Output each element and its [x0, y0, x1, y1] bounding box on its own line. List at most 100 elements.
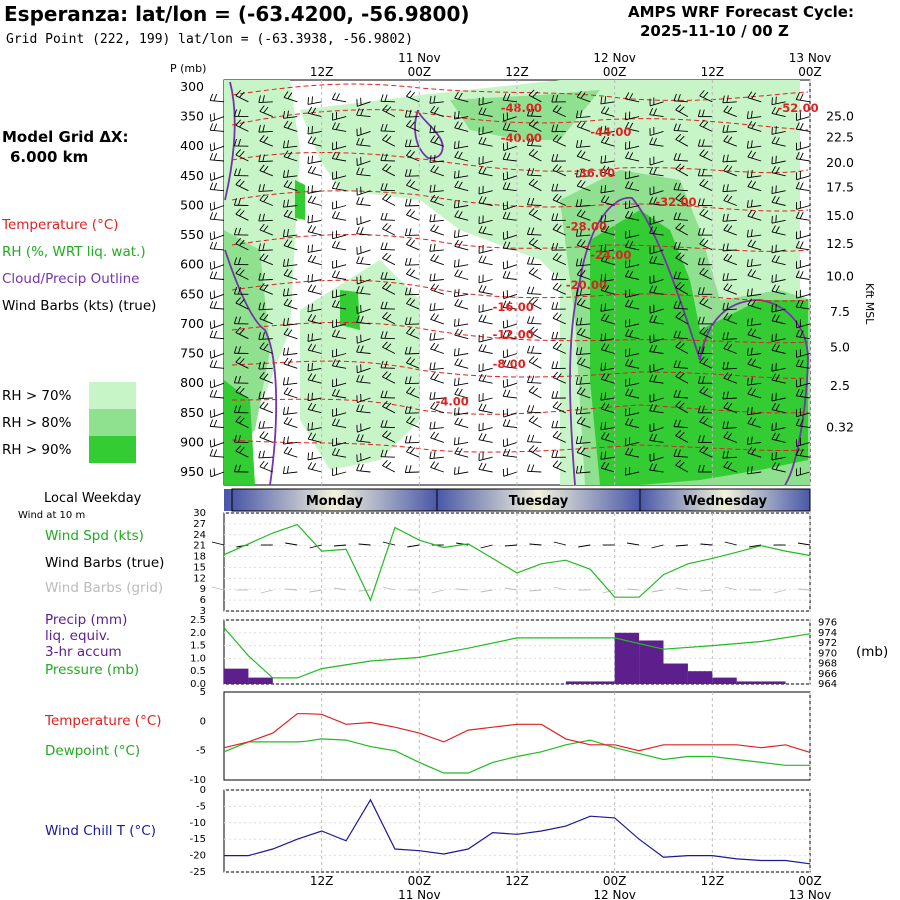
wind-barb-flag [528, 178, 535, 185]
wind-barb-flag [430, 402, 436, 409]
wind-barb-flag [282, 111, 285, 119]
wind-barb-flag [727, 255, 733, 262]
wind-barb-flag [502, 241, 507, 249]
wind-barb-flag [771, 334, 773, 342]
wind-tick-label: 24 [193, 530, 206, 541]
wind-barb-flag [701, 168, 705, 176]
wind-barb-flag [258, 302, 261, 310]
wind-barb-flag [526, 286, 531, 294]
wind-barb [673, 241, 688, 251]
wind-barb [380, 301, 395, 310]
wind-barb-flag [433, 125, 436, 133]
wind-barb-flag [750, 377, 753, 385]
wind-barb [406, 179, 420, 192]
wind-barb-staff [576, 244, 591, 251]
wind-barb [380, 94, 395, 103]
grid-wind-barb [358, 589, 371, 592]
wind-barb-flag [723, 194, 729, 201]
wind-barb-flag [528, 385, 535, 392]
wind-barb [478, 274, 493, 284]
wind-barb-flag [600, 165, 606, 173]
wind-barb-flag [331, 270, 336, 278]
wind-barb-flag [552, 312, 559, 319]
wind-barb [356, 97, 371, 107]
wind-barb-staff [357, 101, 371, 107]
wind-barb [283, 416, 298, 429]
wind-barb-flag [233, 435, 237, 443]
wind-tick-label: 12 [193, 573, 206, 584]
rh-region-6 [450, 90, 600, 140]
wind-barb-staff [478, 160, 493, 165]
wind-barb [356, 345, 371, 354]
wind-barb [575, 169, 591, 178]
wind-barb-staff [478, 143, 493, 147]
wind-barb [282, 169, 298, 178]
wind-barb [331, 122, 347, 132]
wind-barb-staff [258, 427, 273, 429]
wind-barb [209, 360, 225, 369]
wind-barb [771, 155, 786, 165]
wind-barb-staff [649, 232, 664, 236]
wind-barb [771, 314, 786, 325]
wind-barb-flag [356, 226, 360, 234]
wind-barb-flag [604, 184, 607, 193]
wind-barb-staff [552, 465, 566, 473]
wind-barb-staff [771, 160, 786, 165]
wind-barb-flag [237, 287, 241, 295]
legend-rh70-swatch [89, 382, 136, 409]
wind-barb-flag [283, 328, 289, 335]
wind-barb-staff [552, 258, 566, 266]
wind-barb [551, 420, 566, 429]
wind-barb-flag [604, 96, 607, 104]
wind-barb-flag [678, 343, 685, 349]
wind-barb-flag [551, 331, 555, 340]
wind-barb-staff [283, 205, 298, 208]
wind-barb-flag [506, 330, 511, 338]
wind-barb-flag [575, 229, 579, 237]
wind-barb-flag [263, 343, 269, 351]
wind-barb-staff [527, 204, 542, 206]
wind-barb-staff [283, 145, 298, 149]
wind-barb-flag [331, 418, 336, 426]
wind-barb-flag [478, 364, 480, 372]
wind-barb [576, 268, 591, 280]
wind-barb-flag [453, 170, 456, 179]
wind-barb-flag [213, 242, 218, 250]
wind-barb-flag [433, 243, 436, 252]
wind-barb-flag [429, 96, 432, 104]
wind-barb-staff [673, 396, 688, 399]
wind-barb-flag [237, 405, 241, 413]
wind-barb-flag [551, 94, 555, 103]
wind-barb-flag [746, 200, 749, 208]
wind-barb [625, 121, 640, 132]
wind-barb [771, 333, 786, 343]
wind-barb [723, 253, 737, 266]
wind-barb-staff [356, 440, 371, 443]
wind-barb [526, 197, 542, 206]
wind-barb-flag [360, 404, 364, 412]
wind-barb [332, 319, 347, 328]
wind-barb-flag [287, 92, 293, 99]
wind-barb-staff [675, 109, 689, 117]
wind-barb [526, 286, 542, 295]
wind-barb-flag [458, 151, 463, 159]
wind-barb-flag [580, 269, 586, 277]
wind-barb-flag [360, 186, 362, 194]
wind-barb [282, 258, 298, 267]
wind-barb [382, 400, 396, 414]
wind-barb-flag [233, 375, 237, 384]
wind-barb-staff [503, 336, 518, 340]
wind-barb-staff [600, 249, 615, 253]
wind-barb-flag [675, 222, 682, 229]
wind-barb-staff [478, 249, 493, 254]
wind-barb-flag [555, 450, 559, 458]
wind-barb-flag [649, 137, 654, 145]
wind-barb-flag [262, 391, 265, 399]
wind-barb-staff [503, 395, 518, 399]
wind-barb-flag [356, 99, 358, 107]
wind-barb [697, 346, 713, 354]
wind-barb [380, 183, 395, 192]
wind-barb-staff [722, 219, 737, 222]
surface-wind-barb [651, 544, 664, 549]
wind-barb-flag [311, 463, 317, 470]
